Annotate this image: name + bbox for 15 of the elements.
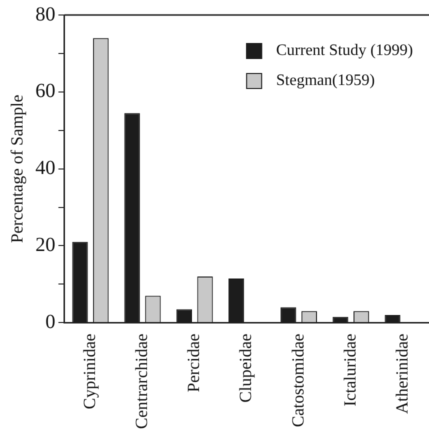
y-tick-label: 80: [35, 3, 56, 26]
x-tick-label: Ictaluridae: [340, 334, 360, 406]
y-axis-title: Percentage of Sample: [8, 94, 27, 243]
x-tick-label: Atherinidae: [392, 334, 412, 414]
legend-label: Current Study (1999): [276, 42, 413, 60]
x-tick-label: Percidae: [184, 334, 204, 392]
x-tick-label: Clupeidae: [236, 334, 256, 403]
x-tick-label: Cyprinidae: [80, 334, 99, 410]
y-tick-label: 20: [35, 234, 56, 256]
x-tick-label: Catostomidae: [288, 334, 308, 428]
x-tick-label: Centrarchidae: [132, 334, 151, 430]
legend-label: Stegman(1959): [276, 72, 375, 90]
y-tick-label: 0: [45, 310, 56, 333]
y-tick-label: 60: [35, 80, 56, 102]
y-tick-label: 40: [35, 157, 56, 180]
